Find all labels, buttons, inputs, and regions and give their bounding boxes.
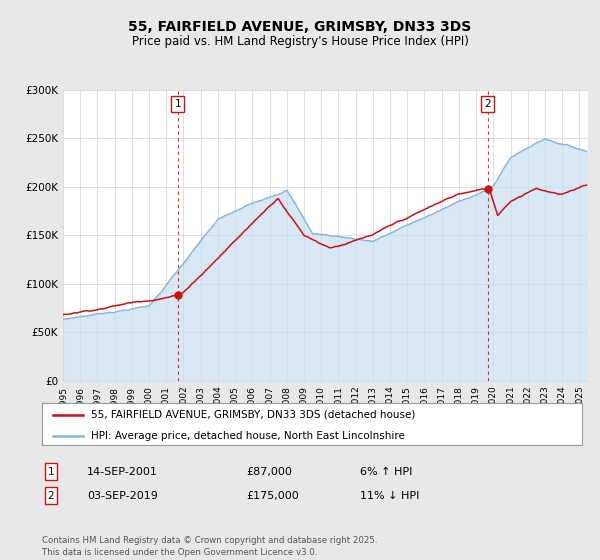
Text: 11% ↓ HPI: 11% ↓ HPI: [360, 491, 419, 501]
Text: 2: 2: [47, 491, 55, 501]
Text: 1: 1: [175, 99, 181, 109]
Text: HPI: Average price, detached house, North East Lincolnshire: HPI: Average price, detached house, Nort…: [91, 431, 404, 441]
Text: 14-SEP-2001: 14-SEP-2001: [87, 466, 158, 477]
Text: 55, FAIRFIELD AVENUE, GRIMSBY, DN33 3DS: 55, FAIRFIELD AVENUE, GRIMSBY, DN33 3DS: [128, 20, 472, 34]
Text: 2: 2: [484, 99, 491, 109]
Text: £175,000: £175,000: [246, 491, 299, 501]
Text: Contains HM Land Registry data © Crown copyright and database right 2025.
This d: Contains HM Land Registry data © Crown c…: [42, 536, 377, 557]
Text: 55, FAIRFIELD AVENUE, GRIMSBY, DN33 3DS (detached house): 55, FAIRFIELD AVENUE, GRIMSBY, DN33 3DS …: [91, 410, 415, 420]
Text: 1: 1: [47, 466, 55, 477]
Text: £87,000: £87,000: [246, 466, 292, 477]
Text: 03-SEP-2019: 03-SEP-2019: [87, 491, 158, 501]
Text: Price paid vs. HM Land Registry's House Price Index (HPI): Price paid vs. HM Land Registry's House …: [131, 35, 469, 48]
Text: 6% ↑ HPI: 6% ↑ HPI: [360, 466, 412, 477]
